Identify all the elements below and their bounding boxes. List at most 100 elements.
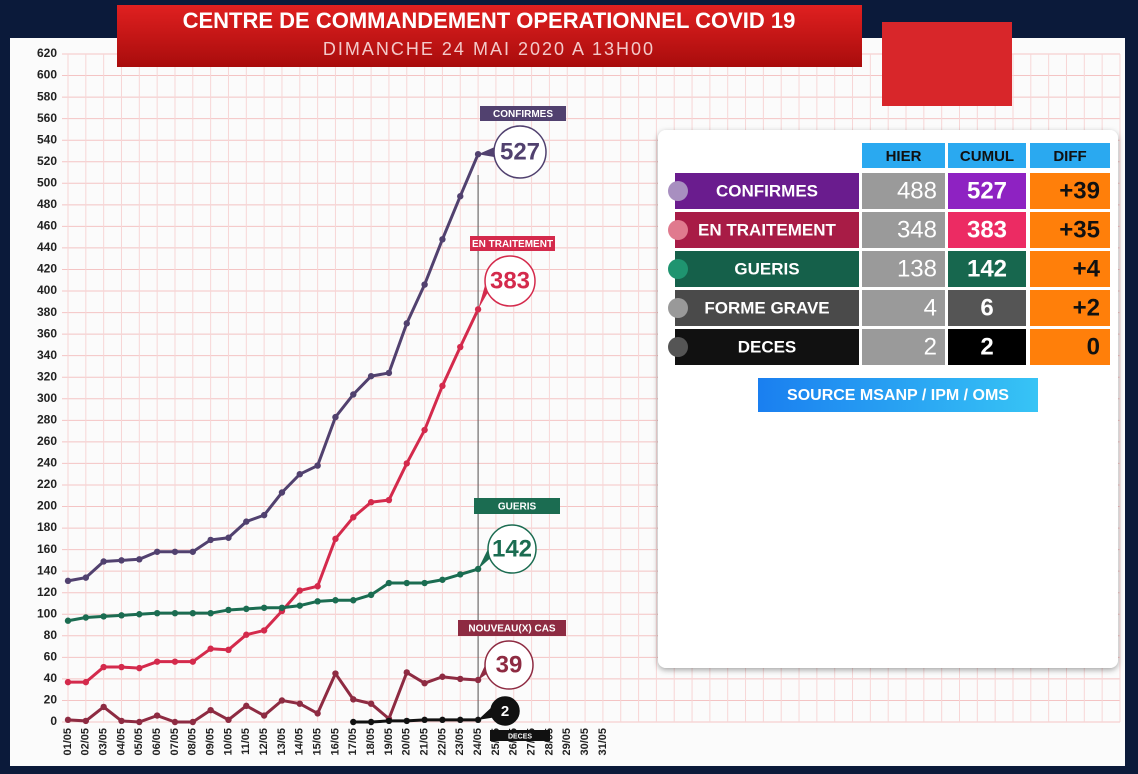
point: [225, 534, 232, 541]
point: [207, 645, 214, 652]
title-banner: [117, 5, 862, 67]
y-tick-label: 540: [37, 132, 57, 146]
point: [171, 658, 179, 665]
cell: [948, 173, 1026, 209]
y-tick-label: 480: [37, 197, 57, 211]
x-tick-label: 14/05: [294, 728, 306, 756]
point: [136, 718, 143, 726]
y-tick-label: 40: [44, 671, 58, 685]
x-tick-label: 06/05: [151, 728, 163, 756]
cell-value: 2: [924, 333, 937, 360]
point: [189, 718, 197, 726]
y-tick-label: 140: [37, 563, 57, 577]
cell: [1030, 329, 1110, 365]
cell-value: 348: [897, 216, 937, 243]
point: [82, 678, 90, 686]
point: [260, 712, 268, 719]
point: [278, 697, 286, 704]
row-name: EN TRAITEMENT: [698, 220, 837, 239]
cell-value: 488: [897, 177, 937, 204]
row-name-cell: [675, 251, 859, 287]
row-dot: [668, 220, 688, 240]
point: [421, 716, 428, 724]
x-tick-label: 01/05: [62, 728, 74, 756]
point: [278, 604, 286, 611]
cell-value: +2: [1073, 294, 1100, 321]
y-tick-label: 60: [44, 650, 58, 664]
point: [350, 391, 357, 398]
cell: [948, 329, 1026, 365]
plot: CONFIRMES 527 EN TRAITEMENT 383 GUERIS 142 NOU…: [64, 106, 566, 741]
data-label: 142: [492, 535, 532, 562]
y-tick-label: 420: [37, 262, 57, 276]
y-tick-label: 120: [37, 585, 57, 599]
legend-label: NOUVEAU(X) CAS: [468, 624, 556, 635]
cell-value: 4: [924, 294, 937, 321]
cell: [862, 290, 945, 326]
legend-label: CONFIRMES: [493, 109, 553, 120]
point: [314, 710, 321, 717]
y-tick-label: 280: [37, 412, 57, 426]
point: [118, 557, 125, 564]
series-tag: [490, 730, 550, 741]
cell: [862, 212, 945, 248]
cell: [1030, 251, 1110, 287]
y-tick-label: 100: [37, 606, 57, 620]
series-tag: [458, 620, 566, 636]
point: [457, 675, 464, 683]
cell-value: 2: [980, 333, 993, 360]
point: [153, 548, 161, 555]
cell-value: +35: [1059, 216, 1100, 243]
bubble: [484, 640, 534, 690]
x-tick-label: 13/05: [276, 728, 288, 756]
legend-label: EN TRAITEMENT: [472, 239, 553, 250]
point: [439, 382, 446, 390]
y-tick-label: 600: [37, 68, 57, 82]
bubble: [490, 696, 520, 726]
point: [100, 703, 107, 711]
point: [278, 489, 286, 496]
data-label: 383: [490, 267, 530, 294]
point: [153, 609, 161, 617]
row-name: DECES: [738, 337, 797, 356]
point: [260, 511, 268, 519]
row-dot: [668, 337, 688, 357]
point: [439, 673, 446, 680]
y-tick-label: 20: [44, 693, 58, 707]
point: [207, 609, 214, 617]
row-name: GUERIS: [734, 259, 799, 278]
x-tick-label: 04/05: [115, 728, 127, 756]
cell: [948, 212, 1026, 248]
bubble: [487, 524, 537, 574]
cell-value: 0: [1087, 333, 1100, 360]
point: [403, 460, 410, 467]
point: [171, 718, 179, 726]
row-name-cell: [675, 329, 859, 365]
x-tick-label: 19/05: [383, 728, 395, 756]
chart-title: CENTRE DE COMMANDEMENT OPERATIONNEL COVI…: [183, 8, 796, 33]
point: [350, 718, 357, 726]
point: [457, 571, 464, 578]
point: [314, 598, 321, 605]
point: [260, 627, 268, 634]
x-tick-label: 23/05: [454, 728, 466, 756]
x-tick-label: 29/05: [561, 728, 573, 756]
y-tick-label: 560: [37, 111, 57, 125]
series-tag: [470, 236, 555, 251]
point: [474, 306, 482, 313]
cell: [948, 251, 1026, 287]
y-tick-label: 180: [37, 520, 57, 534]
row-name: CONFIRMES: [716, 181, 818, 200]
y-tick-label: 500: [37, 175, 57, 189]
point: [367, 372, 375, 380]
point: [421, 426, 428, 434]
point: [403, 579, 410, 587]
point: [64, 577, 72, 585]
y-tick-label: 0: [50, 714, 57, 728]
point: [367, 700, 375, 707]
cell-value: 142: [967, 255, 1007, 282]
y-tick-label: 460: [37, 219, 57, 233]
source-box: [758, 378, 1038, 412]
cell-value: +4: [1073, 255, 1101, 282]
